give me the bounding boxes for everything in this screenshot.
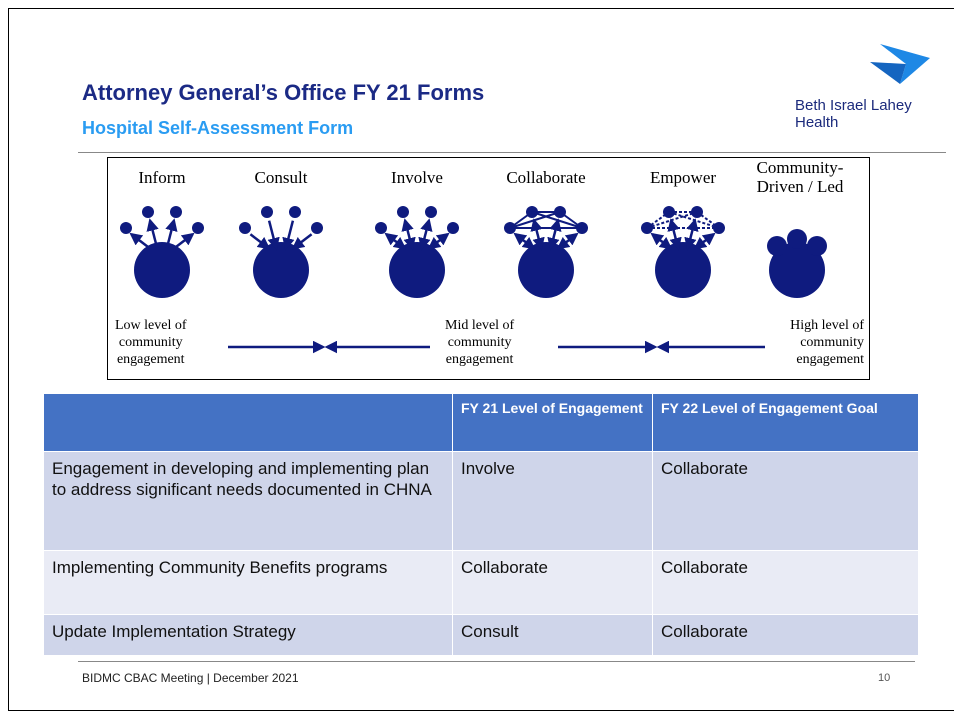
- table-header: FY 21 Level of Engagement FY 22 Level of…: [43, 393, 919, 452]
- icon-part: [173, 232, 195, 249]
- cell: Implementing Community Benefits programs: [43, 550, 453, 615]
- cell: Collaborate: [452, 550, 653, 615]
- icon-part: [142, 206, 154, 218]
- icon-part: [253, 242, 309, 298]
- cell: Collaborate: [652, 614, 919, 656]
- logo-text: Beth Israel Lahey Health: [795, 97, 912, 131]
- icon-part: [401, 218, 416, 251]
- icon-part: [425, 206, 437, 218]
- slide-border: [8, 8, 954, 711]
- table-row: Implementing Community Benefits programs…: [43, 550, 919, 615]
- icon-part: [375, 222, 387, 234]
- footer-divider: [78, 661, 915, 662]
- page-number: 10: [878, 672, 891, 684]
- icon-part: [696, 211, 720, 229]
- stage-label: Inform: [138, 168, 186, 187]
- level-label: High level of community engagement: [790, 318, 864, 367]
- level-label: Low level of community engagement: [115, 318, 187, 367]
- icon-part: [518, 242, 574, 298]
- icon-part: [767, 236, 787, 256]
- icon-part: [146, 218, 159, 249]
- icon-part: [547, 218, 562, 251]
- cell: Update Implementation Strategy: [43, 614, 453, 656]
- icon-part: [134, 242, 190, 298]
- footer-text: BIDMC CBAC Meeting | December 2021: [82, 671, 299, 685]
- icon-part: [646, 211, 670, 229]
- icon-part: [427, 232, 450, 250]
- icon-part: [261, 206, 273, 218]
- stage-label: Community- Driven / Led: [756, 158, 844, 196]
- icon-part: [291, 233, 313, 250]
- icon-part: [120, 222, 132, 234]
- stage-label: Empower: [649, 168, 717, 187]
- icon-part: [559, 211, 583, 229]
- cell: Involve: [452, 451, 653, 551]
- icon-part: [650, 232, 673, 250]
- icon-part: [667, 218, 682, 251]
- icon-part: [311, 222, 323, 234]
- icon-part: [509, 211, 533, 229]
- icon-part: [509, 211, 561, 229]
- diagram-box: [107, 157, 870, 380]
- table-row: Update Implementation Strategy Consult C…: [43, 614, 919, 656]
- icon-part: [769, 242, 825, 298]
- icon-part: [389, 242, 445, 298]
- level-label: Mid level of community engagement: [445, 318, 515, 367]
- icon-part: [129, 232, 151, 249]
- subtitle: Hospital Self-Assessment Form: [82, 118, 354, 138]
- icon-part: [239, 222, 251, 234]
- stage-label: Consult: [254, 168, 308, 187]
- cell: Collaborate: [652, 550, 919, 615]
- icon-part: [513, 232, 536, 250]
- logo-icon: [870, 44, 930, 84]
- icon-part: [418, 218, 433, 251]
- icon-part: [655, 242, 711, 298]
- icon-part: [249, 233, 271, 250]
- table-row: Engagement in developing and implementin…: [43, 451, 919, 551]
- divider: [78, 152, 946, 153]
- icon-part: [668, 211, 720, 229]
- cell: Consult: [452, 614, 653, 656]
- header-cell: FY 22 Level of Engagement Goal: [652, 393, 919, 452]
- icon-part: [787, 229, 807, 249]
- icon-part: [646, 211, 698, 229]
- icon-part: [556, 232, 579, 250]
- icon-part: [807, 236, 827, 256]
- icon-part: [165, 218, 178, 249]
- header-cell: FY 21 Level of Engagement: [452, 393, 653, 452]
- icon-part: [170, 206, 182, 218]
- icon-part: [289, 206, 301, 218]
- icon-part: [530, 218, 545, 251]
- engagement-table: FY 21 Level of Engagement FY 22 Level of…: [43, 393, 919, 656]
- stage-label: Collaborate: [506, 168, 586, 187]
- icon-part: [447, 222, 459, 234]
- icon-part: [531, 211, 583, 229]
- cell: Collaborate: [652, 451, 919, 551]
- icon-part: [282, 220, 295, 251]
- cell: Engagement in developing and implementin…: [43, 451, 453, 551]
- header-cell: [43, 393, 453, 452]
- icon-part: [397, 206, 409, 218]
- stage-label: Involve: [391, 168, 443, 187]
- icon-part: [267, 220, 280, 251]
- icon-part: [684, 218, 699, 251]
- icon-part: [384, 232, 407, 250]
- icon-part: [693, 232, 716, 250]
- icon-part: [192, 222, 204, 234]
- title: Attorney General’s Office FY 21 Forms: [82, 80, 485, 105]
